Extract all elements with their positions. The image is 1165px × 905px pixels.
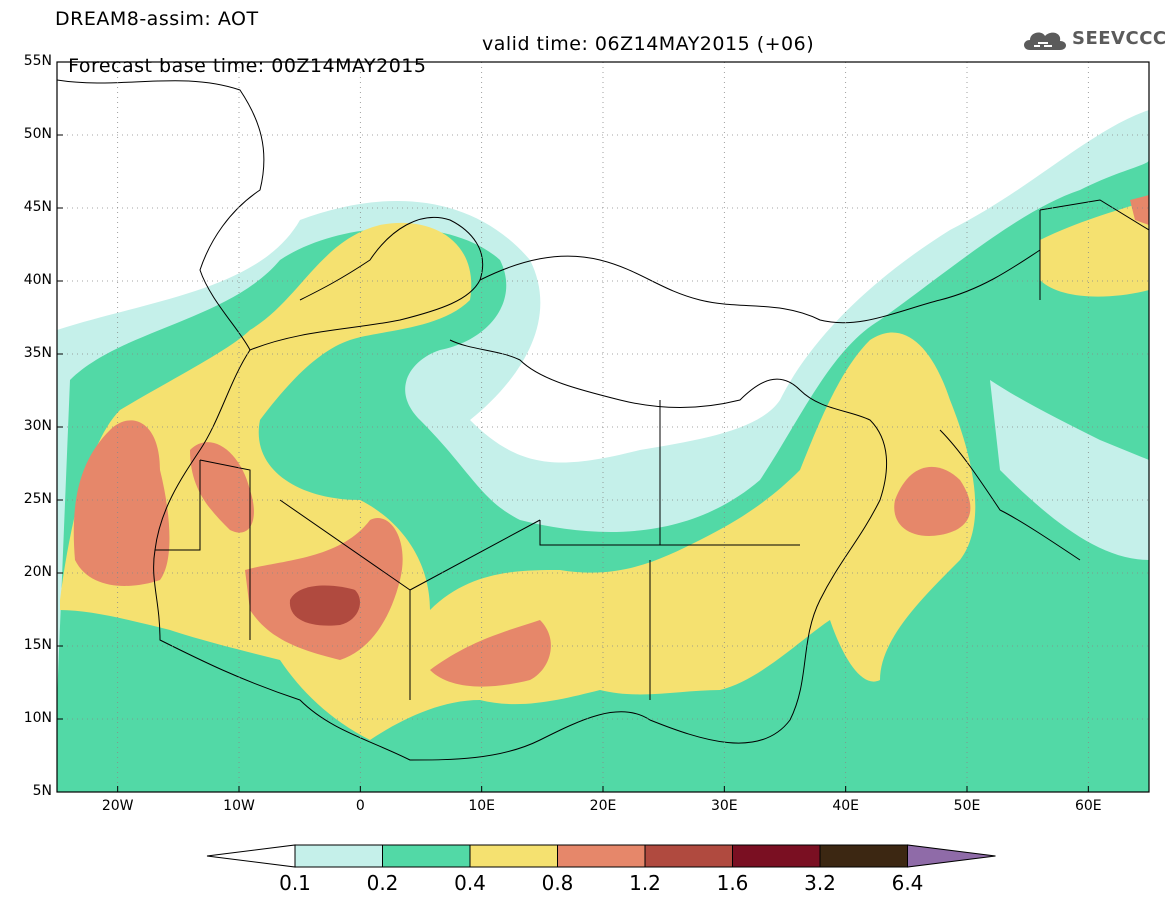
map-tickmarks: [57, 61, 1089, 793]
y-tick-label: 20N: [23, 564, 52, 580]
valid-time-text: valid time: 06Z14MAY2015 (+06): [482, 33, 815, 55]
colorbar-box: [644, 844, 733, 868]
colorbar-level-label: 0.1: [279, 871, 311, 895]
y-tick-label: 35N: [23, 345, 52, 361]
x-tick-label: 0: [355, 798, 365, 814]
x-tick-label: 60E: [1074, 798, 1102, 814]
x-tick-label: 20E: [589, 798, 617, 814]
colorbar-box: [469, 844, 558, 868]
base-time-text: Forecast base time: 00Z14MAY2015: [68, 55, 427, 77]
y-tick-label: 55N: [23, 53, 52, 69]
colorbar-box: [294, 844, 383, 868]
colorbar-box: [557, 844, 646, 868]
colorbar-level-label: 1.2: [629, 871, 661, 895]
colorbar-level-label: 0.8: [541, 871, 574, 895]
y-tick-label: 40N: [23, 272, 52, 288]
x-tick-label: 20W: [101, 798, 134, 814]
x-tick-label: 10E: [468, 798, 495, 814]
logo-text: SEEVCCC: [1072, 28, 1165, 49]
colorbar-level-label: 6.4: [891, 871, 924, 895]
coastlines: [57, 79, 1149, 761]
y-tick-label: 50N: [23, 126, 52, 142]
map-grid: [57, 62, 1149, 792]
y-tick-label: 45N: [23, 199, 52, 215]
aot-layer-1.2: [289, 585, 360, 626]
colorbar-level-label: 1.6: [716, 871, 749, 895]
seevccc-logo: SEEVCCC: [1020, 24, 1165, 56]
colorbar-level-label: 0.4: [454, 871, 486, 895]
cloud-icon: [1024, 32, 1066, 50]
colorbar-level-label: 3.2: [804, 871, 836, 895]
colorbar-box: [732, 844, 821, 868]
colorbar-level-label: 0.2: [366, 871, 399, 895]
x-tick-label: 50E: [953, 798, 981, 814]
map-title: DREAM8-assim: AOT: [55, 8, 259, 30]
y-tick-label: 25N: [23, 491, 52, 507]
y-tick-label: 15N: [23, 637, 52, 653]
colorbar: [206, 844, 996, 868]
x-tick-label: 40E: [832, 798, 859, 814]
x-tick-label: 10W: [223, 798, 255, 814]
colorbar-over-triangle: [907, 844, 996, 868]
y-tick-label: 10N: [23, 710, 52, 726]
aot-layer-0.8: [73, 195, 1149, 687]
colorbar-box: [819, 844, 908, 868]
x-tick-label: 30E: [710, 798, 738, 814]
colorbar-box: [382, 844, 471, 868]
y-tick-label: 5N: [32, 783, 52, 799]
forecast-base-time: Forecast base time: 00Z14MAY2015 valid t…: [55, 33, 814, 99]
colorbar-under-triangle: [206, 844, 296, 868]
y-tick-label: 30N: [23, 418, 52, 434]
